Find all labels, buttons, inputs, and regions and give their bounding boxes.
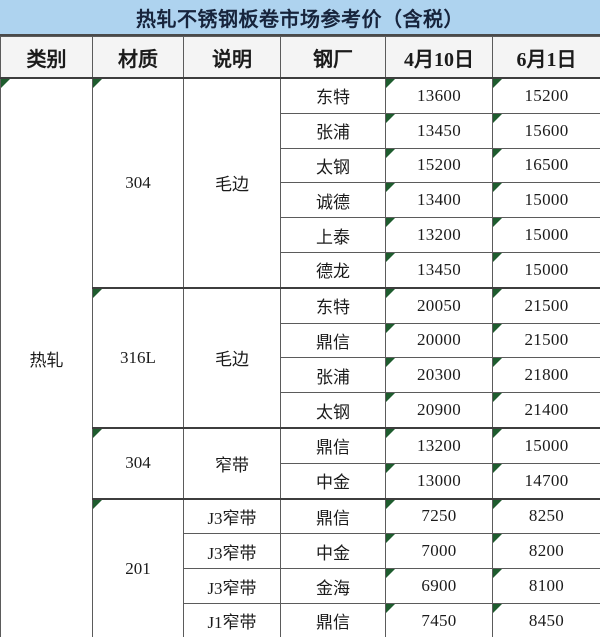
cell-mill: 鼎信 <box>280 602 386 637</box>
column-header-mill: 钢厂 <box>280 36 386 79</box>
cell-price-apr10: 15200 <box>385 147 493 184</box>
cell-price-jun1: 15000 <box>492 251 600 289</box>
cell-price-jun1: 21500 <box>492 322 600 359</box>
table-row: 张浦 20300 21800 <box>1 357 600 394</box>
column-header-material: 材质 <box>92 36 184 79</box>
cell-price-apr10: 13200 <box>385 217 493 253</box>
column-header-description: 说明 <box>183 36 281 79</box>
cell-price-apr10: 20900 <box>385 392 493 429</box>
table-row: 张浦 13450 15600 <box>1 112 600 149</box>
table-row: 太钢 15200 16500 <box>1 147 600 184</box>
cell-mill: 德龙 <box>280 251 386 289</box>
table-row: J3窄带 金海 6900 8100 <box>1 568 600 604</box>
cell-price-apr10: 7250 <box>385 497 493 535</box>
table-row: 201 J3窄带 鼎信 7250 8250 <box>1 497 600 637</box>
cell-price-jun1: 8250 <box>492 497 600 535</box>
cell-price-jun1: 21400 <box>492 392 600 429</box>
cell-mill: 东特 <box>280 77 386 114</box>
cell-price-jun1: 8450 <box>492 602 600 637</box>
cell-price-jun1: 8100 <box>492 568 600 604</box>
title-banner: 热轧不锈钢板卷市场参考价（含税） <box>0 0 600 36</box>
cell-description: J1窄带 <box>183 602 281 637</box>
cell-mill: 张浦 <box>280 112 386 149</box>
table-row: 上泰 13200 15000 <box>1 217 600 253</box>
table-row: 316L 毛边 东特 20050 21500 <box>1 286 600 429</box>
cell-price-apr10: 6900 <box>385 568 493 604</box>
cell-material: 304 <box>92 77 184 289</box>
page-title: 热轧不锈钢板卷市场参考价（含税） <box>136 8 464 31</box>
table-row: J3窄带 中金 7000 8200 <box>1 533 600 570</box>
cell-mill: 鼎信 <box>280 497 386 535</box>
table-row: 太钢 20900 21400 <box>1 392 600 429</box>
cell-category: 热轧 <box>0 77 93 637</box>
cell-price-apr10: 20300 <box>385 357 493 394</box>
cell-price-jun1: 15200 <box>492 77 600 114</box>
table-row: 304 窄带 鼎信 13200 15000 <box>1 426 600 500</box>
cell-description: J3窄带 <box>183 568 281 604</box>
cell-description: J3窄带 <box>183 497 281 535</box>
cell-material: 304 <box>92 426 184 500</box>
cell-price-apr10: 13200 <box>385 426 493 464</box>
cell-material: 201 <box>92 497 184 637</box>
price-table: 类别 材质 说明 钢厂 4月10日 6月1日 热轧 304 毛边 东特 13600 152… <box>0 36 600 637</box>
cell-mill: 诚德 <box>280 182 386 219</box>
cell-price-jun1: 15000 <box>492 426 600 464</box>
table-row: J1窄带 鼎信 7450 8450 <box>1 602 600 637</box>
table-row: 鼎信 20000 21500 <box>1 322 600 359</box>
cell-price-jun1: 16500 <box>492 147 600 184</box>
cell-price-jun1: 14700 <box>492 462 600 500</box>
header-row: 类别 材质 说明 钢厂 4月10日 6月1日 <box>0 36 600 79</box>
cell-price-apr10: 13400 <box>385 182 493 219</box>
table-body: 热轧 304 毛边 东特 13600 15200 张浦 13450 15600 太钢 15200 16… <box>0 77 600 637</box>
cell-description: 毛边 <box>183 286 281 429</box>
cell-price-apr10: 7450 <box>385 602 493 637</box>
cell-mill: 鼎信 <box>280 426 386 464</box>
cell-mill: 上泰 <box>280 217 386 253</box>
cell-price-apr10: 13450 <box>385 251 493 289</box>
cell-mill: 张浦 <box>280 357 386 394</box>
table-row: 诚德 13400 15000 <box>1 182 600 219</box>
cell-price-apr10: 20000 <box>385 322 493 359</box>
cell-mill: 东特 <box>280 286 386 324</box>
cell-mill: 中金 <box>280 462 386 500</box>
cell-price-apr10: 7000 <box>385 533 493 570</box>
cell-description: J3窄带 <box>183 533 281 570</box>
column-header-price-apr10: 4月10日 <box>385 36 493 79</box>
cell-mill: 太钢 <box>280 392 386 429</box>
table-header: 类别 材质 说明 钢厂 4月10日 6月1日 <box>0 36 600 79</box>
cell-price-apr10: 13600 <box>385 77 493 114</box>
cell-price-jun1: 15000 <box>492 217 600 253</box>
cell-price-jun1: 21500 <box>492 286 600 324</box>
cell-price-jun1: 8200 <box>492 533 600 570</box>
cell-price-apr10: 13000 <box>385 462 493 500</box>
table-row: 德龙 13450 15000 <box>1 251 600 289</box>
cell-price-jun1: 21800 <box>492 357 600 394</box>
table-row: 热轧 304 毛边 东特 13600 15200 <box>0 77 600 637</box>
cell-description: 窄带 <box>183 426 281 500</box>
cell-price-apr10: 13450 <box>385 112 493 149</box>
cell-mill: 太钢 <box>280 147 386 184</box>
column-header-category: 类别 <box>0 36 93 79</box>
cell-material: 316L <box>92 286 184 429</box>
cell-price-jun1: 15000 <box>492 182 600 219</box>
cell-price-jun1: 15600 <box>492 112 600 149</box>
cell-price-apr10: 20050 <box>385 286 493 324</box>
column-header-price-jun1: 6月1日 <box>492 36 600 79</box>
cell-mill: 鼎信 <box>280 322 386 359</box>
cell-description: 毛边 <box>183 77 281 289</box>
cell-mill: 中金 <box>280 533 386 570</box>
cell-mill: 金海 <box>280 568 386 604</box>
